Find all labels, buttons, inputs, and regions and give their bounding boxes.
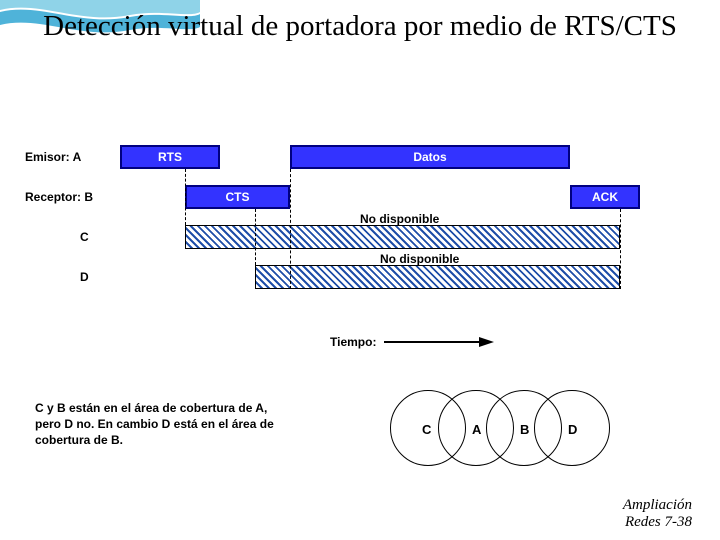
circle-label-a: A xyxy=(472,422,481,437)
tiempo-label: Tiempo: xyxy=(330,335,376,349)
row-label-receptor: Receptor: B xyxy=(25,190,93,204)
block-rts: RTS xyxy=(120,145,220,169)
row-label-emisor: Emisor: A xyxy=(25,150,81,164)
dash-2 xyxy=(255,209,256,265)
row-label-c: C xyxy=(80,230,89,244)
coverage-caption: C y B están en el área de cobertura de A… xyxy=(35,400,295,449)
hatched-c xyxy=(185,225,620,249)
footer-line2: Redes 7-38 xyxy=(623,514,692,531)
coverage-circles: C A B D xyxy=(380,380,680,500)
dash-4 xyxy=(620,209,621,289)
page-title: Detección virtual de portadora por medio… xyxy=(0,0,720,43)
circle-label-b: B xyxy=(520,422,529,437)
dash-3 xyxy=(290,169,291,289)
circle-label-c: C xyxy=(422,422,431,437)
time-axis: Tiempo: xyxy=(330,335,494,349)
hatched-c-label: No disponible xyxy=(360,212,439,226)
dash-1 xyxy=(185,169,186,225)
row-label-d: D xyxy=(80,270,89,284)
slide-footer: Ampliación Redes 7-38 xyxy=(623,497,692,530)
footer-line1: Ampliación xyxy=(623,497,692,514)
block-ack: ACK xyxy=(570,185,640,209)
hatched-d xyxy=(255,265,620,289)
circle-label-d: D xyxy=(568,422,577,437)
block-cts: CTS xyxy=(185,185,290,209)
timing-diagram: Emisor: A Receptor: B C D RTS Datos CTS … xyxy=(0,120,720,340)
block-datos: Datos xyxy=(290,145,570,169)
hatched-d-label: No disponible xyxy=(380,252,459,266)
time-arrow-icon xyxy=(384,335,494,349)
